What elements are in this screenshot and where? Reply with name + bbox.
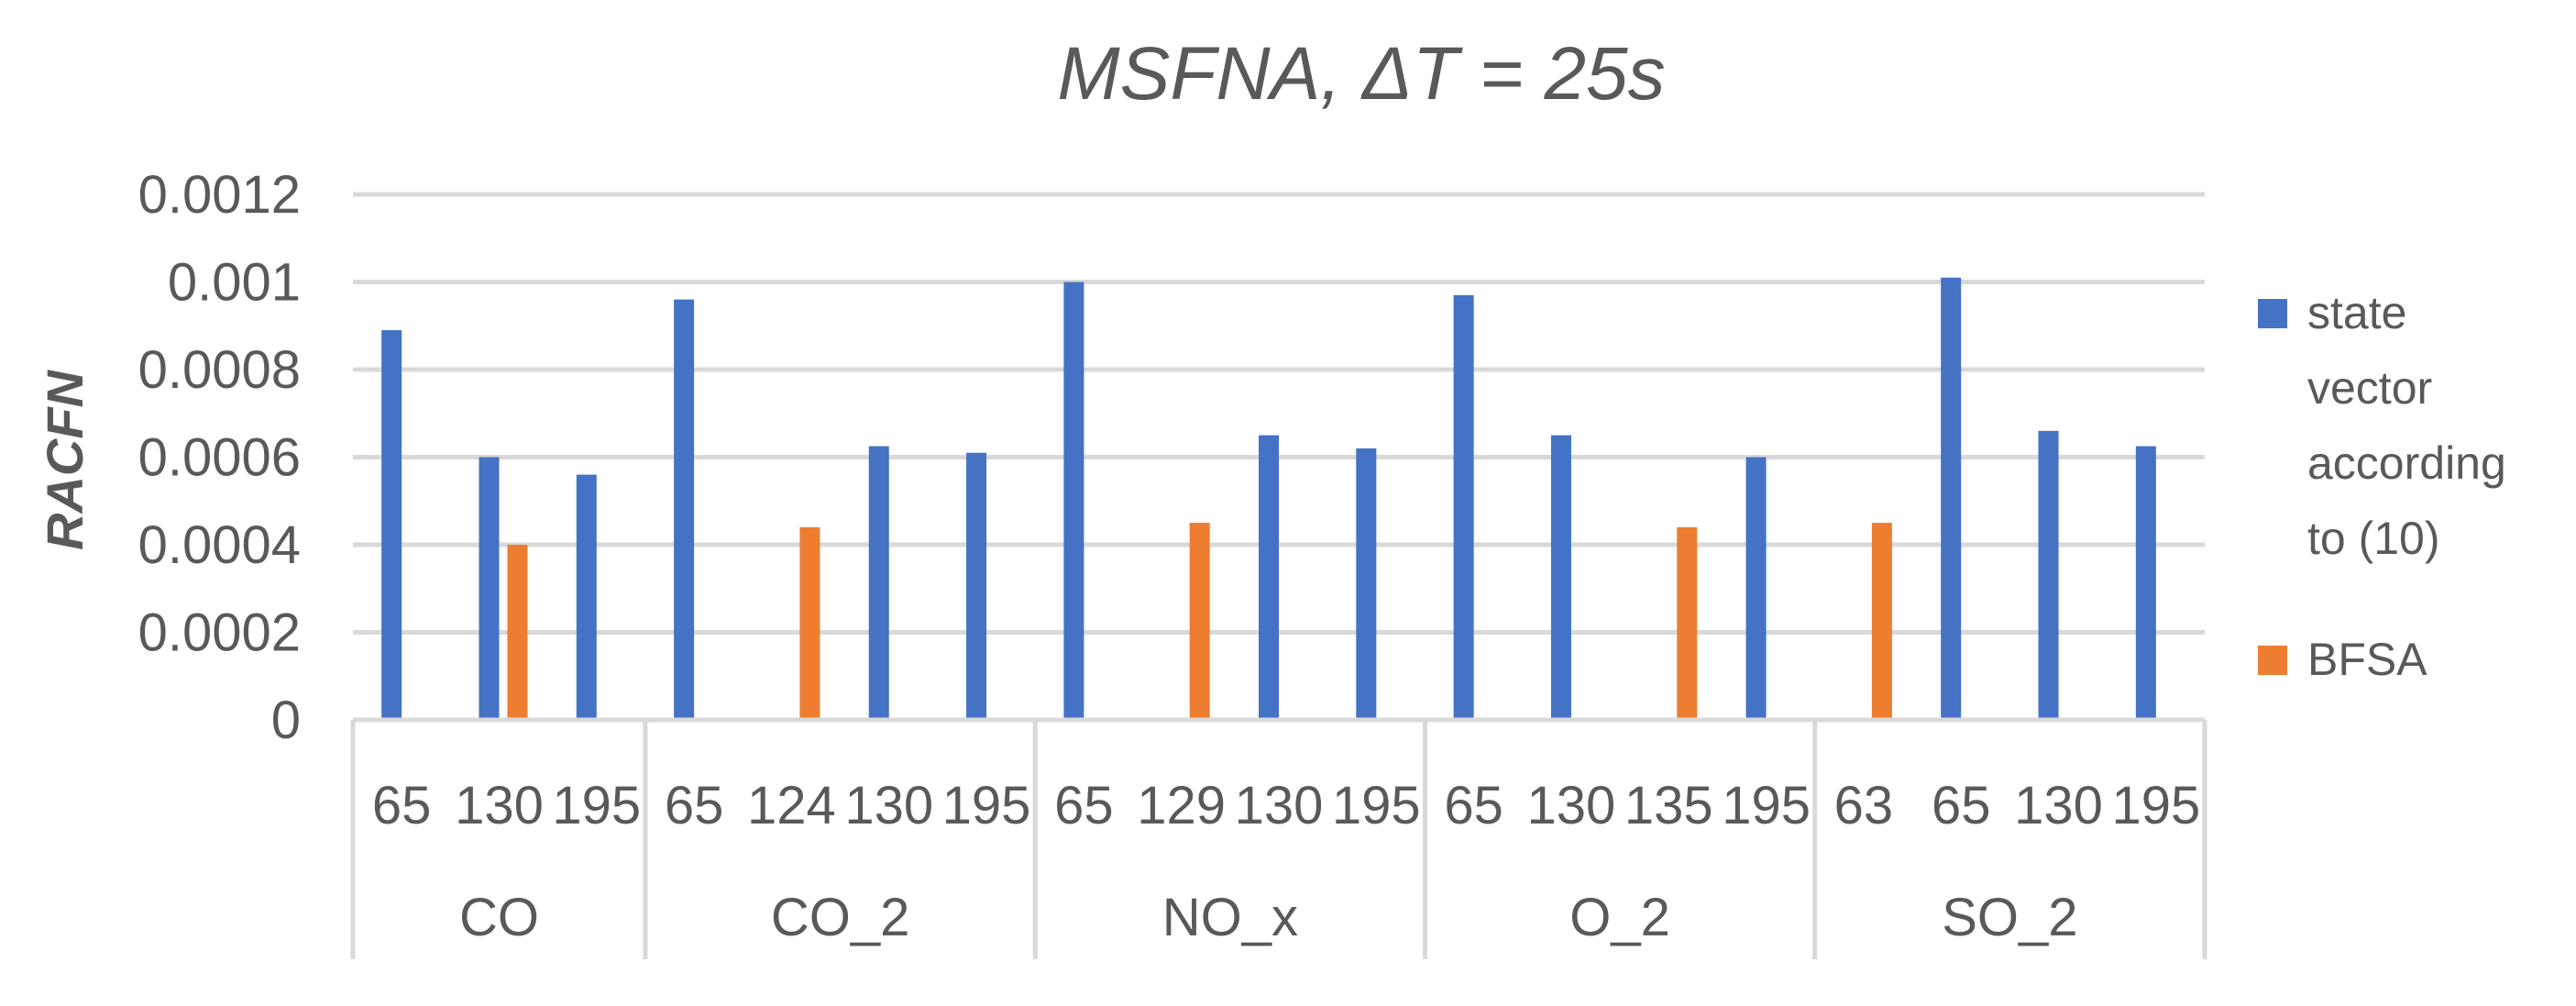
bar: [1871, 523, 1892, 720]
y-tick-label: 0: [271, 691, 301, 750]
x-tick-label: 130: [1527, 776, 1616, 835]
x-tick-label: 65: [372, 776, 432, 835]
bar: [479, 457, 500, 720]
y-tick-label: 0.0012: [138, 165, 301, 225]
bar: [799, 526, 820, 720]
x-tick-label: 129: [1137, 776, 1226, 835]
legend-swatch: [2258, 646, 2287, 675]
x-tick-label: 195: [2111, 776, 2200, 835]
x-tick-label: 195: [552, 776, 641, 835]
x-tick-label: 65: [1054, 776, 1114, 835]
y-tick-label: 0.0006: [138, 428, 301, 488]
group-label: NO_x: [1162, 888, 1298, 947]
x-tick-label: 195: [1332, 776, 1421, 835]
x-tick-label: 130: [455, 776, 544, 835]
y-axis-ticks: 0 0.0002 0.0004 0.0006 0.0008 0.001 0.0012: [138, 165, 301, 750]
x-axis: 65 130 195 65 124 130 195 65 129 130 195 65 130 135 19…: [350, 717, 2207, 959]
legend: state vector according to (10) BFSA: [2258, 287, 2506, 685]
bar: [576, 474, 597, 720]
x-tick-label: 65: [1932, 776, 1991, 835]
x-tick-label: 135: [1624, 776, 1713, 835]
bars: [381, 277, 2156, 720]
x-tick-label: 63: [1834, 776, 1894, 835]
bar: [1745, 457, 1767, 720]
bar: [1677, 526, 1698, 720]
x-tick-label: 124: [747, 776, 836, 835]
group-label: CO_2: [771, 888, 910, 947]
group-label: CO: [459, 888, 539, 947]
y-tick-label: 0.001: [168, 253, 301, 313]
bar: [868, 446, 889, 720]
legend-label: according: [2307, 437, 2506, 489]
bar: [1453, 294, 1474, 720]
bar: [674, 299, 695, 720]
group-label: O_2: [1569, 888, 1670, 947]
legend-swatch: [2258, 299, 2287, 328]
x-tick-label: 130: [2014, 776, 2103, 835]
bar: [1063, 282, 1084, 720]
legend-label: to (10): [2307, 513, 2440, 564]
y-tick-label: 0.0002: [138, 603, 301, 663]
bar: [1941, 277, 1962, 720]
chart-title: MSFNA, ΔT = 25s: [1057, 32, 1665, 116]
y-axis-label: RACFN: [36, 369, 94, 550]
bar: [381, 330, 402, 720]
x-tick-label: 65: [665, 776, 724, 835]
x-tick-label: 130: [1235, 776, 1324, 835]
bar: [966, 452, 987, 720]
y-tick-label: 0.0004: [138, 515, 301, 575]
legend-label: state: [2307, 287, 2406, 338]
x-tick-label: 195: [1722, 776, 1811, 835]
bar: [1356, 448, 1377, 720]
group-label: SO_2: [1942, 888, 2077, 947]
bar: [507, 545, 528, 720]
x-tick-label: 195: [942, 776, 1031, 835]
bar: [1259, 435, 1279, 720]
legend-label: vector: [2307, 362, 2432, 414]
bar: [2038, 430, 2059, 720]
x-tick-label: 130: [844, 776, 933, 835]
bar: [1550, 435, 1571, 720]
bar: [1189, 523, 1210, 720]
legend-label: BFSA: [2307, 634, 2427, 685]
x-tick-label: 65: [1444, 776, 1503, 835]
bar: [2135, 446, 2156, 720]
y-tick-label: 0.0008: [138, 340, 301, 400]
